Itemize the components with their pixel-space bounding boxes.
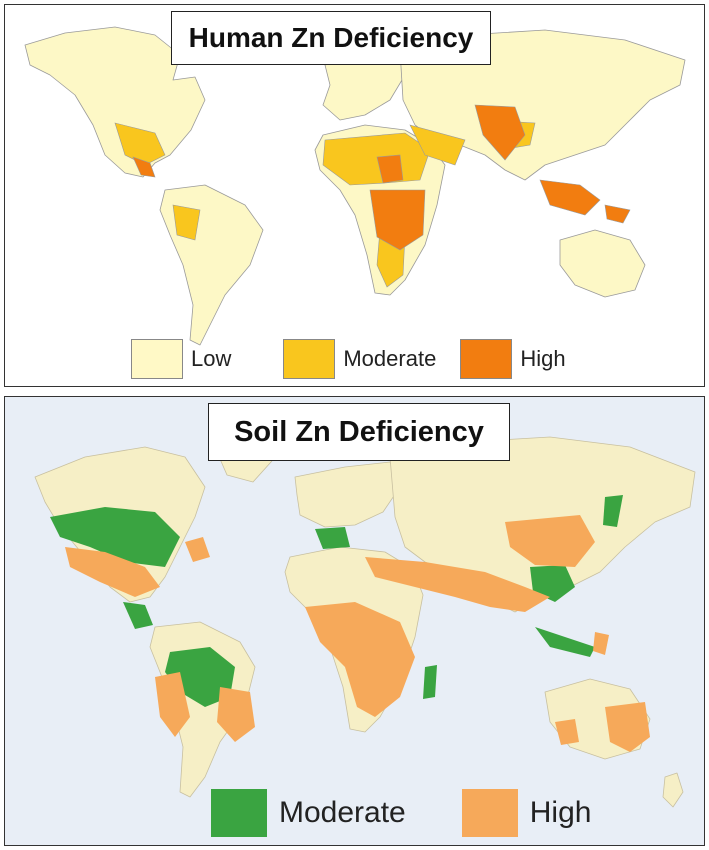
legend-label-moderate: Moderate bbox=[343, 346, 437, 371]
new-zealand bbox=[662, 772, 684, 808]
north-america bbox=[24, 26, 206, 178]
legend-label-high: High bbox=[529, 796, 592, 829]
legend-swatch-moderate bbox=[283, 339, 336, 379]
europe bbox=[294, 461, 401, 528]
soil-zn-legend: Moderate High bbox=[205, 785, 598, 841]
legend-swatch-high bbox=[460, 339, 513, 379]
soil-zn-world-map bbox=[34, 424, 696, 808]
soil-zn-title: Soil Zn Deficiency bbox=[208, 403, 510, 461]
human-zn-legend: Low Moderate High bbox=[131, 339, 566, 379]
australia bbox=[559, 229, 646, 298]
legend-label-moderate: Moderate bbox=[279, 796, 406, 829]
human-zn-world-map bbox=[24, 12, 686, 346]
legend-label-low: Low bbox=[191, 346, 232, 371]
legend-swatch-moderate bbox=[211, 789, 267, 837]
human-zn-map-panel: Human Zn Deficiency Low Moderate High bbox=[4, 4, 705, 387]
human-zn-title: Human Zn Deficiency bbox=[171, 11, 491, 65]
legend-swatch-high bbox=[461, 789, 518, 837]
legend-swatch-low bbox=[131, 339, 183, 379]
soil-zn-map-panel: Soil Zn Deficiency Moderate High bbox=[4, 396, 705, 846]
legend-label-high: High bbox=[520, 346, 566, 371]
